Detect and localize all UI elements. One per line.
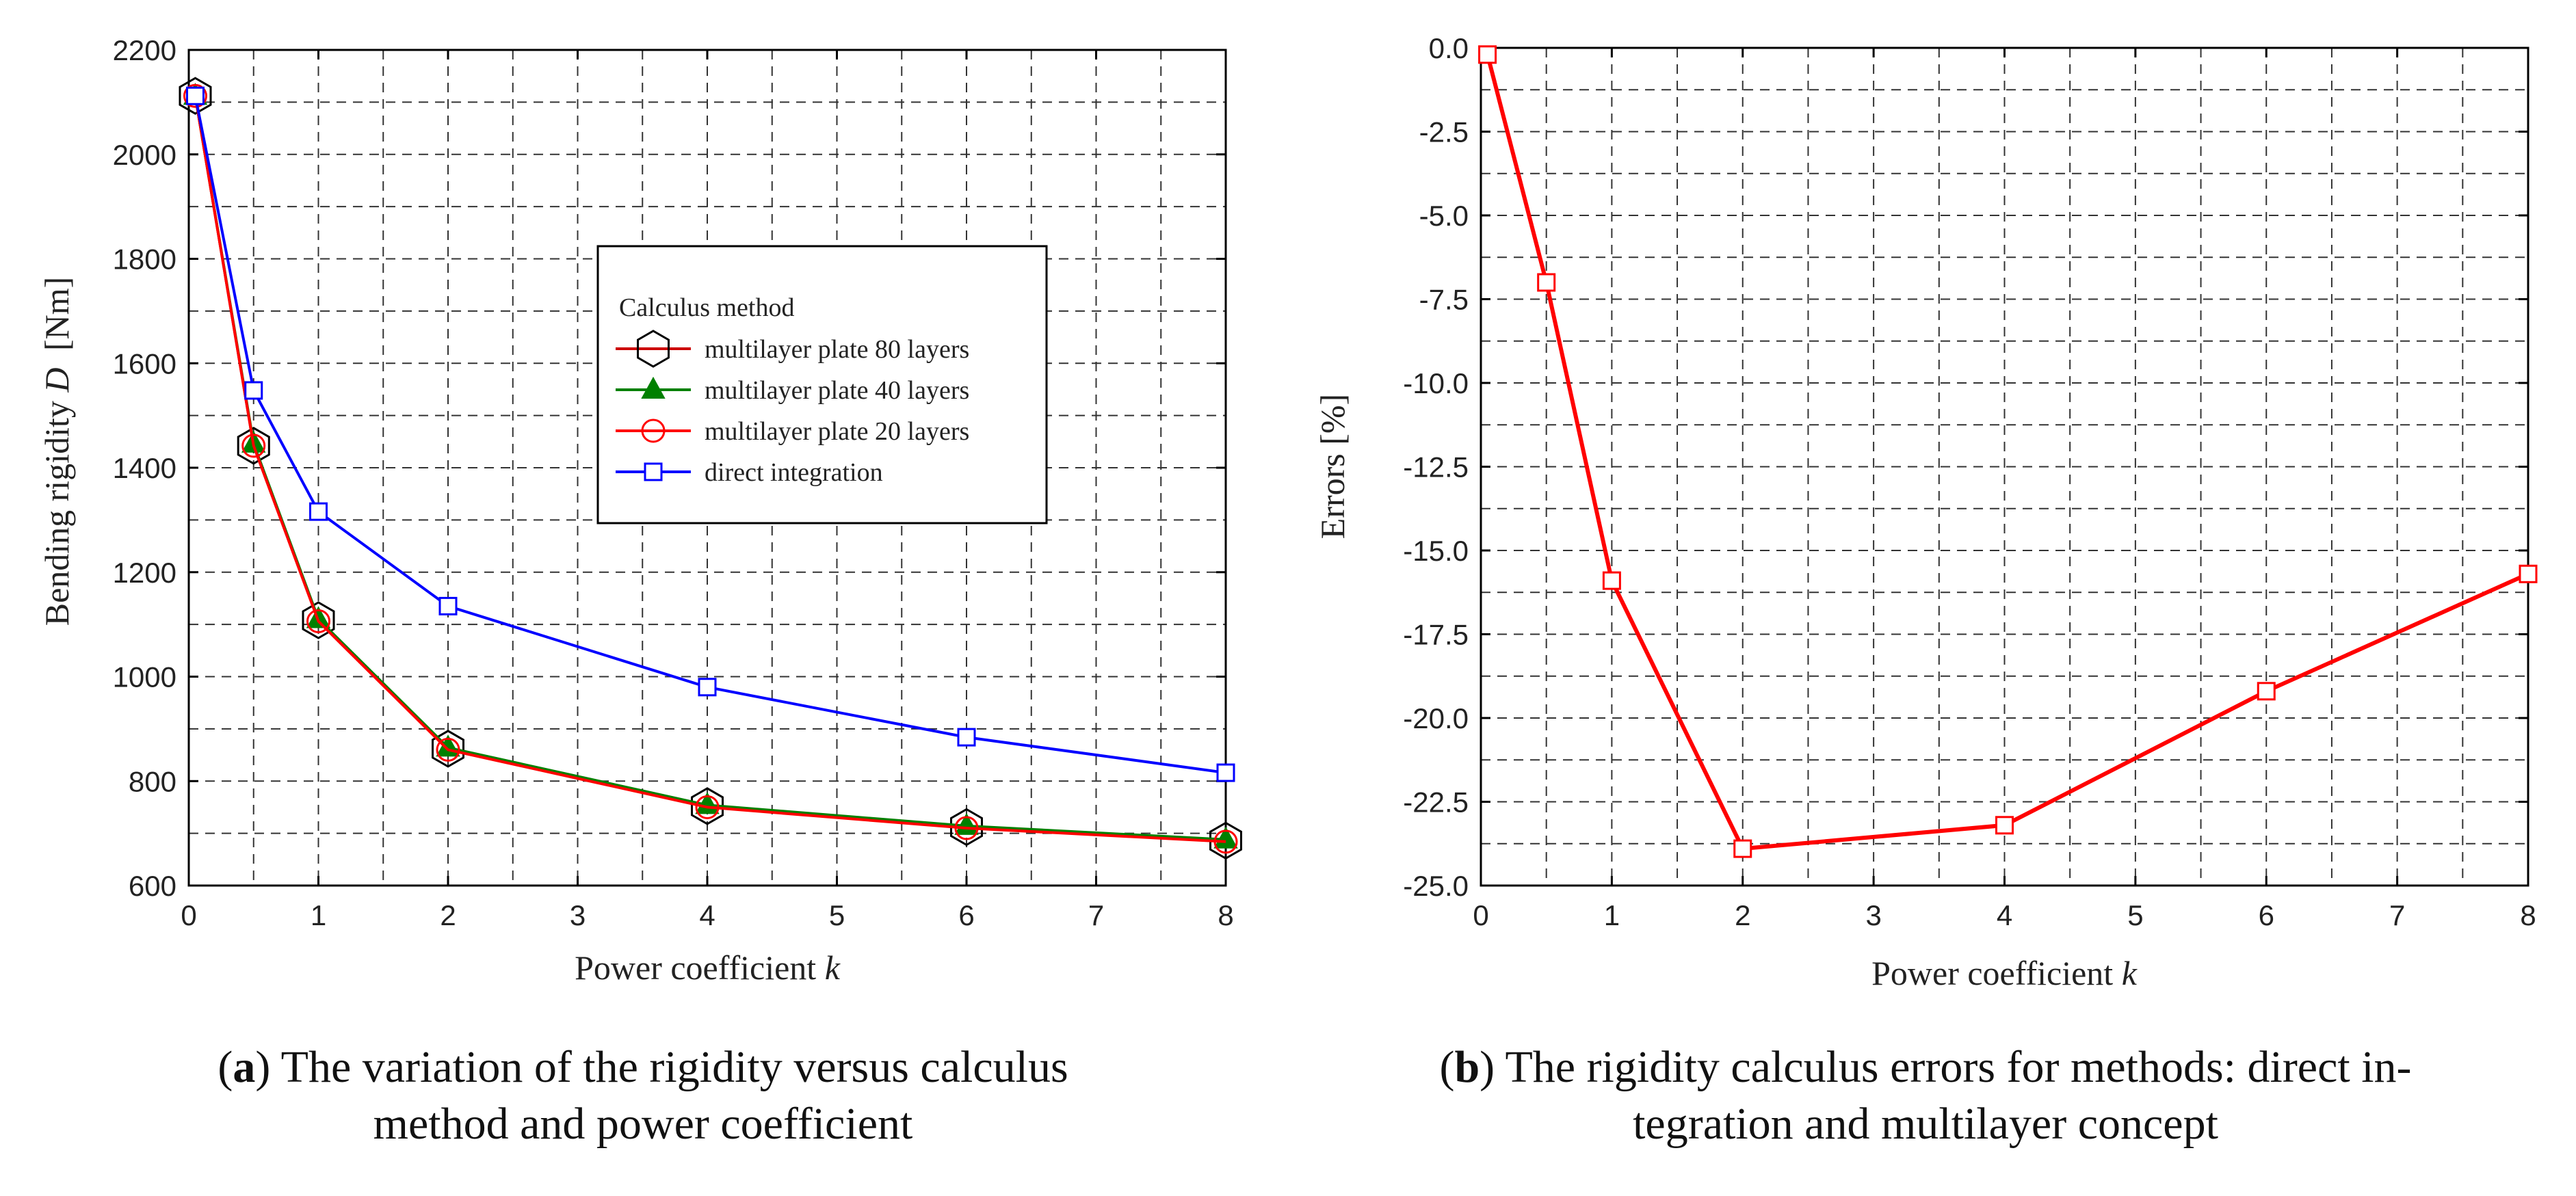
y-tick-label: -25.0 xyxy=(1403,870,1469,902)
series-line-2 xyxy=(194,95,1226,843)
chart-b: 0 1 2 3 4 5 6 7 8 0.0 -2.5 -5.0 -7.5 -10.0 -12.5 -15.0 -… xyxy=(1313,32,2538,992)
series-2-point xyxy=(436,737,460,762)
series-3-point xyxy=(244,381,263,400)
legend-label-3: direct integration xyxy=(705,458,883,487)
caption-a: (a) The variation of the rigidity versus… xyxy=(41,1039,1245,1152)
caption-a-line2: method and power coefficient xyxy=(373,1098,913,1149)
x-tick-label: 3 xyxy=(1865,899,1881,931)
series-3-point xyxy=(309,502,328,521)
chart-b-xlabel: Power coefficient k xyxy=(1871,954,2138,992)
series-0-point xyxy=(1602,571,1621,590)
caption-b: (b) The rigidity calculus errors for met… xyxy=(1300,1039,2551,1152)
x-tick-label: 2 xyxy=(440,899,456,931)
series-2-point xyxy=(954,816,979,840)
y-tick-label: 0.0 xyxy=(1429,32,1469,64)
series-0-point xyxy=(1537,273,1556,292)
chart-a: 0 1 2 3 4 5 6 7 8 600 800 1000 1200 1400 1600 1800 2000 2… xyxy=(38,34,1242,987)
series-0-point xyxy=(2519,564,2538,583)
series-0-point xyxy=(950,808,983,847)
y-tick-label: -12.5 xyxy=(1403,451,1469,483)
x-tick-label: 8 xyxy=(1218,899,1233,931)
y-tick-label: 2200 xyxy=(113,34,176,66)
caption-a-line1: (a) The variation of the rigidity versus… xyxy=(218,1042,1068,1092)
chart-b-series xyxy=(1478,45,2538,858)
y-tick-label: -2.5 xyxy=(1419,116,1469,148)
y-tick-label: -15.0 xyxy=(1403,535,1469,567)
chart-b-ylabel: Errors [%] xyxy=(1313,394,1352,539)
y-tick-label: -10.0 xyxy=(1403,367,1469,399)
chart-a-ticks: 0 1 2 3 4 5 6 7 8 600 800 1000 1200 1400 1600 1800 2000 2… xyxy=(113,34,1234,931)
x-tick-label: 7 xyxy=(2389,899,2405,931)
series-0-point xyxy=(1478,45,1497,64)
legend-label-0: multilayer plate 80 layers xyxy=(705,335,969,364)
x-tick-label: 7 xyxy=(1088,899,1104,931)
y-tick-label: -22.5 xyxy=(1403,786,1469,819)
y-tick-label: 1800 xyxy=(113,243,176,276)
legend-marker-0 xyxy=(637,330,670,368)
chart-a-legend: Calculus method multilayer plate 80 laye… xyxy=(596,245,1048,524)
series-0-point xyxy=(1209,821,1242,860)
x-tick-label: 0 xyxy=(181,899,196,931)
legend-label-1: multilayer plate 40 layers xyxy=(705,376,969,405)
series-2-point xyxy=(1213,829,1238,854)
y-tick-label: 600 xyxy=(129,870,176,902)
series-3-point xyxy=(1216,763,1235,782)
series-3-point xyxy=(957,728,976,747)
series-3-point xyxy=(185,86,205,105)
series-3-point xyxy=(438,596,458,615)
series-2-point xyxy=(241,434,266,458)
x-tick-label: 5 xyxy=(2127,899,2143,931)
series-0-point xyxy=(179,77,212,115)
y-tick-label: -5.0 xyxy=(1419,200,1469,232)
caption-b-line2: tegration and multilayer concept xyxy=(1633,1098,2218,1149)
series-2-point xyxy=(306,609,330,634)
series-0-point xyxy=(237,427,270,465)
y-tick-label: 1000 xyxy=(113,661,176,693)
y-tick-label: -17.5 xyxy=(1403,619,1469,651)
x-tick-label: 1 xyxy=(1604,899,1620,931)
x-tick-label: 6 xyxy=(2259,899,2274,931)
x-tick-label: 4 xyxy=(1997,899,2012,931)
y-tick-label: 1200 xyxy=(113,557,176,589)
legend-box xyxy=(596,245,1048,524)
chart-a-series xyxy=(179,77,1242,860)
x-tick-label: 0 xyxy=(1473,899,1488,931)
series-0-point xyxy=(2257,682,2276,701)
legend-marker-3 xyxy=(644,462,663,481)
legend-title: Calculus method xyxy=(619,293,794,322)
series-0-point xyxy=(691,787,724,825)
chart-b-ticks: 0 1 2 3 4 5 6 7 8 0.0 -2.5 -5.0 -7.5 -10.0 -12.5 -15.0 -… xyxy=(1403,32,2536,931)
series-0-point xyxy=(432,730,464,768)
y-tick-label: 1400 xyxy=(113,452,176,484)
series-0-point xyxy=(302,601,335,639)
y-tick-label: 800 xyxy=(129,765,176,797)
y-tick-label: -20.0 xyxy=(1403,702,1469,734)
series-0-point xyxy=(1995,816,2014,835)
x-tick-label: 4 xyxy=(699,899,715,931)
x-tick-label: 6 xyxy=(958,899,974,931)
legend-marker-2 xyxy=(641,418,666,443)
chart-b-grid xyxy=(1481,48,2528,886)
series-2-point xyxy=(183,83,207,108)
y-tick-label: 1600 xyxy=(113,347,176,380)
series-3-point xyxy=(698,678,717,697)
x-tick-label: 5 xyxy=(829,899,845,931)
x-tick-label: 8 xyxy=(2520,899,2536,931)
y-tick-label: -7.5 xyxy=(1419,284,1469,316)
x-tick-label: 2 xyxy=(1735,899,1750,931)
x-tick-label: 3 xyxy=(570,899,586,931)
series-1-point xyxy=(1213,826,1238,849)
legend-label-2: multilayer plate 20 layers xyxy=(705,417,969,446)
series-2-point xyxy=(695,795,720,819)
chart-a-ylabel: Bending rigidity D [Nm] xyxy=(38,277,76,626)
legend-marker-1 xyxy=(641,376,666,399)
chart-a-xlabel: Power coefficient k xyxy=(575,948,841,987)
x-tick-label: 1 xyxy=(311,899,326,931)
series-0-point xyxy=(1733,839,1752,858)
y-tick-label: 2000 xyxy=(113,139,176,171)
caption-b-line1: (b) The rigidity calculus errors for met… xyxy=(1439,1042,2412,1092)
